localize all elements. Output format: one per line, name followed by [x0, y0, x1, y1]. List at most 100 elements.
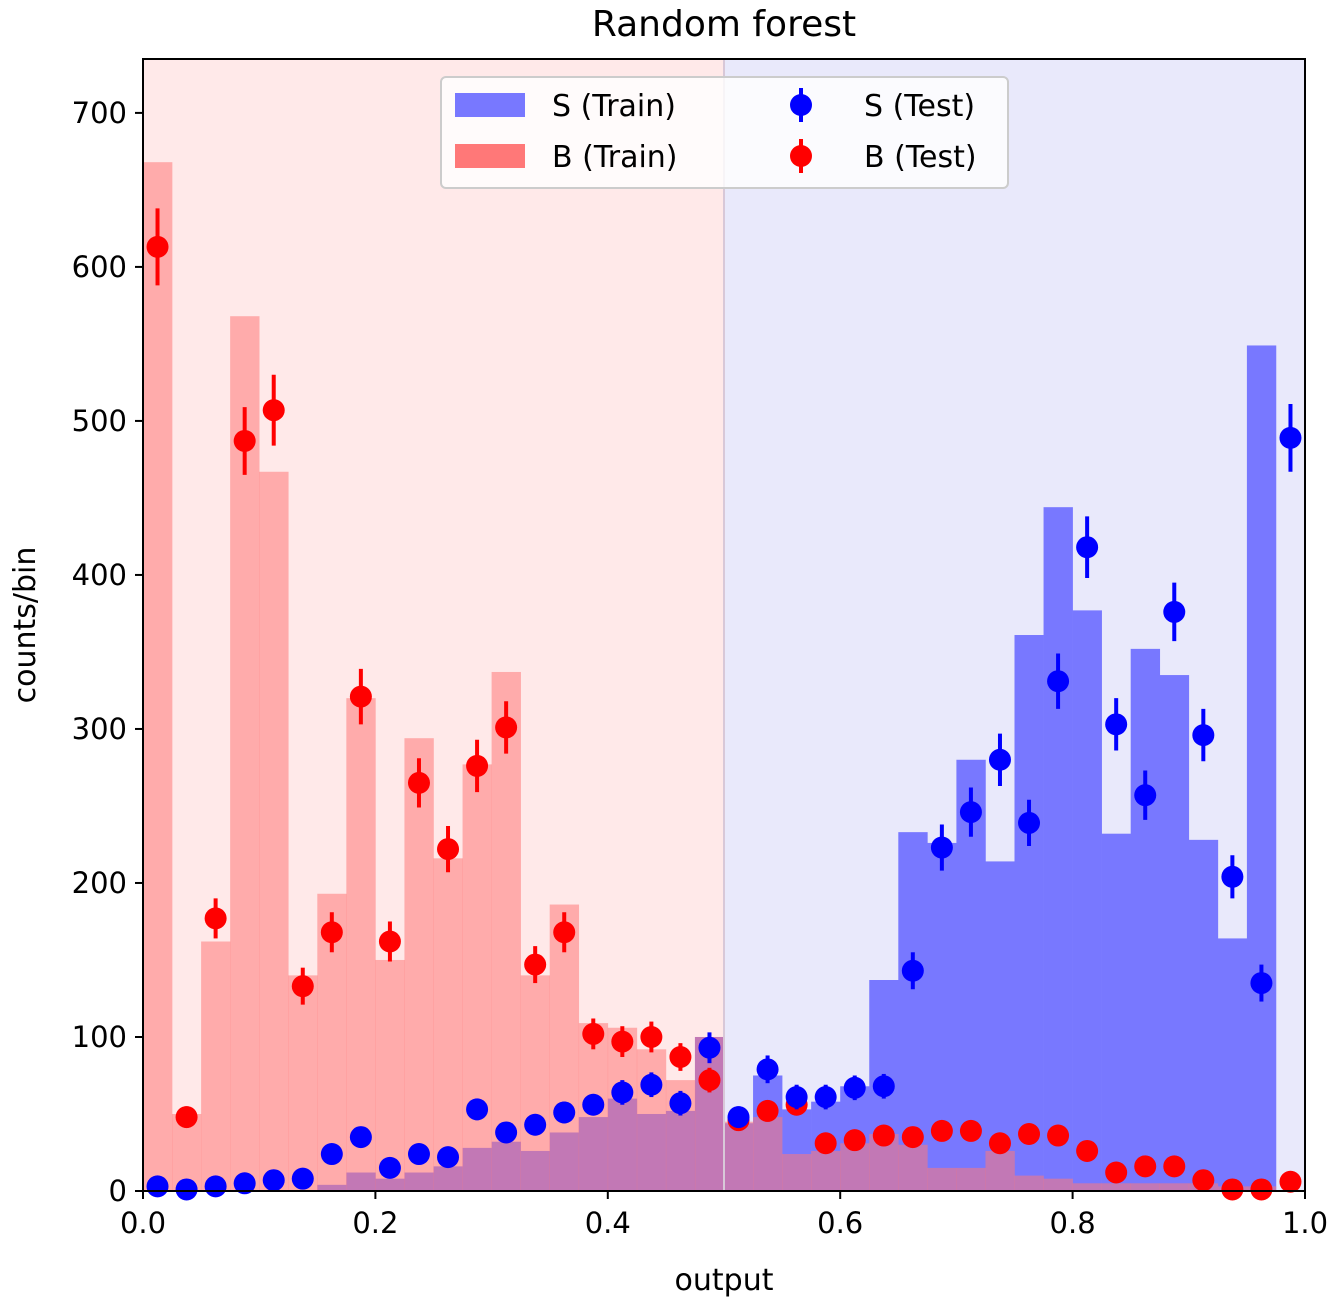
- s-test-point-34: [1134, 784, 1157, 807]
- s-test-point-28: [959, 801, 982, 824]
- s-test-point-26: [901, 959, 924, 982]
- s-test-point-12: [495, 1121, 518, 1144]
- legend-label-b-train: B (Train): [552, 140, 678, 175]
- b-train-bar-7: [346, 698, 376, 1191]
- s-test-point-38: [1250, 972, 1273, 995]
- b-train-bar-24: [840, 1143, 870, 1191]
- b-train-bar-33: [1101, 1183, 1131, 1191]
- y-tick-label-0: 0: [109, 1174, 127, 1208]
- b-train-bar-5: [288, 975, 318, 1191]
- s-train-bar-34: [1130, 648, 1161, 1191]
- b-test-point-11: [466, 754, 489, 777]
- s-test-point-18: [669, 1092, 692, 1115]
- s-test-point-1: [175, 1178, 198, 1201]
- b-train-bar-26: [898, 1144, 928, 1191]
- s-test-point-14: [553, 1101, 576, 1124]
- b-train-bar-0: [143, 162, 173, 1192]
- x-tick-label-0: 0.0: [120, 1206, 166, 1240]
- s-train-bar-33: [1101, 833, 1131, 1191]
- s-test-point-2: [204, 1175, 227, 1198]
- s-test-point-33: [1105, 713, 1128, 736]
- s-test-point-3: [233, 1172, 256, 1195]
- s-test-point-22: [785, 1086, 808, 1109]
- b-train-bar-30: [1014, 1175, 1044, 1191]
- legend-marker-s-test: [790, 88, 812, 122]
- s-train-bar-35: [1159, 675, 1190, 1191]
- legend-s-test-point: [790, 94, 812, 116]
- b-test-point-38: [1250, 1178, 1273, 1201]
- s-train-bar-31: [1043, 507, 1073, 1192]
- b-test-point-19: [698, 1069, 721, 1092]
- s-test-point-8: [378, 1156, 401, 1179]
- chart-title: Random forest: [592, 4, 856, 45]
- s-test-point-16: [611, 1081, 634, 1104]
- b-test-point-7: [349, 685, 372, 708]
- s-train-bar-32: [1072, 610, 1102, 1191]
- s-test-points: [146, 403, 1302, 1201]
- x-tick-label-5: 1.0: [1282, 1206, 1328, 1240]
- b-test-point-3: [233, 429, 256, 452]
- s-test-point-36: [1192, 724, 1215, 747]
- b-test-point-9: [407, 771, 430, 794]
- b-train-bar-10: [433, 858, 463, 1191]
- b-test-point-12: [495, 716, 518, 739]
- b-test-point-2: [204, 907, 227, 930]
- b-test-point-5: [291, 975, 314, 998]
- b-test-point-39: [1279, 1170, 1302, 1193]
- s-test-point-39: [1279, 426, 1302, 449]
- b-train-bar-4: [259, 471, 289, 1191]
- b-test-point-28: [959, 1119, 982, 1142]
- legend-label-b-test: B (Test): [864, 140, 977, 175]
- s-test-point-0: [146, 1175, 169, 1198]
- x-tick-label-3: 0.6: [817, 1206, 863, 1240]
- s-train-bar-38: [1246, 345, 1277, 1191]
- s-test-point-27: [930, 836, 953, 859]
- b-train-bar-21: [753, 1117, 783, 1191]
- b-test-point-10: [437, 838, 460, 861]
- b-test-point-30: [1018, 1123, 1041, 1146]
- s-test-point-9: [407, 1143, 430, 1166]
- b-test-point-26: [901, 1126, 924, 1149]
- b-test-point-32: [1076, 1139, 1099, 1162]
- s-test-point-20: [727, 1106, 750, 1129]
- b-train-bar-12: [491, 671, 521, 1191]
- s-test-point-25: [872, 1075, 895, 1098]
- b-train-bar-28: [956, 1167, 986, 1191]
- b-test-point-16: [611, 1030, 634, 1053]
- y-tick-label-2: 200: [72, 866, 127, 900]
- s-test-point-5: [291, 1167, 314, 1190]
- b-train-bar-20: [724, 1121, 754, 1191]
- legend-label-s-train: S (Train): [552, 89, 676, 124]
- y-tick-label-3: 300: [72, 712, 127, 746]
- s-test-point-11: [466, 1098, 489, 1121]
- y-axis-ticks: 0 100 200 300 400 500 600 700: [72, 96, 143, 1208]
- b-train-bar-35: [1159, 1183, 1190, 1191]
- x-tick-label-2: 0.4: [585, 1206, 631, 1240]
- s-test-point-35: [1163, 600, 1186, 623]
- b-train-bar-8: [375, 959, 405, 1191]
- b-test-point-18: [669, 1046, 692, 1069]
- s-train-bar-36: [1188, 839, 1219, 1191]
- y-tick-label-6: 600: [72, 250, 127, 284]
- s-test-point-15: [582, 1093, 605, 1116]
- y-tick-label-5: 500: [72, 404, 127, 438]
- b-train-bar-2: [201, 941, 231, 1191]
- s-test-point-29: [988, 748, 1011, 771]
- b-test-point-4: [262, 399, 285, 422]
- s-test-point-37: [1221, 865, 1244, 888]
- s-test-point-4: [262, 1169, 285, 1192]
- legend-label-s-test: S (Test): [864, 89, 975, 124]
- b-test-point-1: [175, 1106, 198, 1129]
- s-test-point-32: [1076, 536, 1099, 559]
- b-test-point-27: [930, 1119, 953, 1142]
- b-train-bar-31: [1043, 1178, 1073, 1191]
- s-test-point-10: [437, 1146, 460, 1169]
- b-train-bar-32: [1072, 1183, 1102, 1191]
- y-tick-label-7: 700: [72, 96, 127, 130]
- s-test-point-23: [814, 1086, 837, 1109]
- b-test-point-21: [756, 1099, 779, 1122]
- legend: S (Train) B (Train) S (Test) B (Test): [440, 76, 1009, 189]
- x-tick-label-4: 0.8: [1050, 1206, 1096, 1240]
- s-test-point-30: [1018, 811, 1041, 834]
- plot-frame: [142, 58, 1306, 1192]
